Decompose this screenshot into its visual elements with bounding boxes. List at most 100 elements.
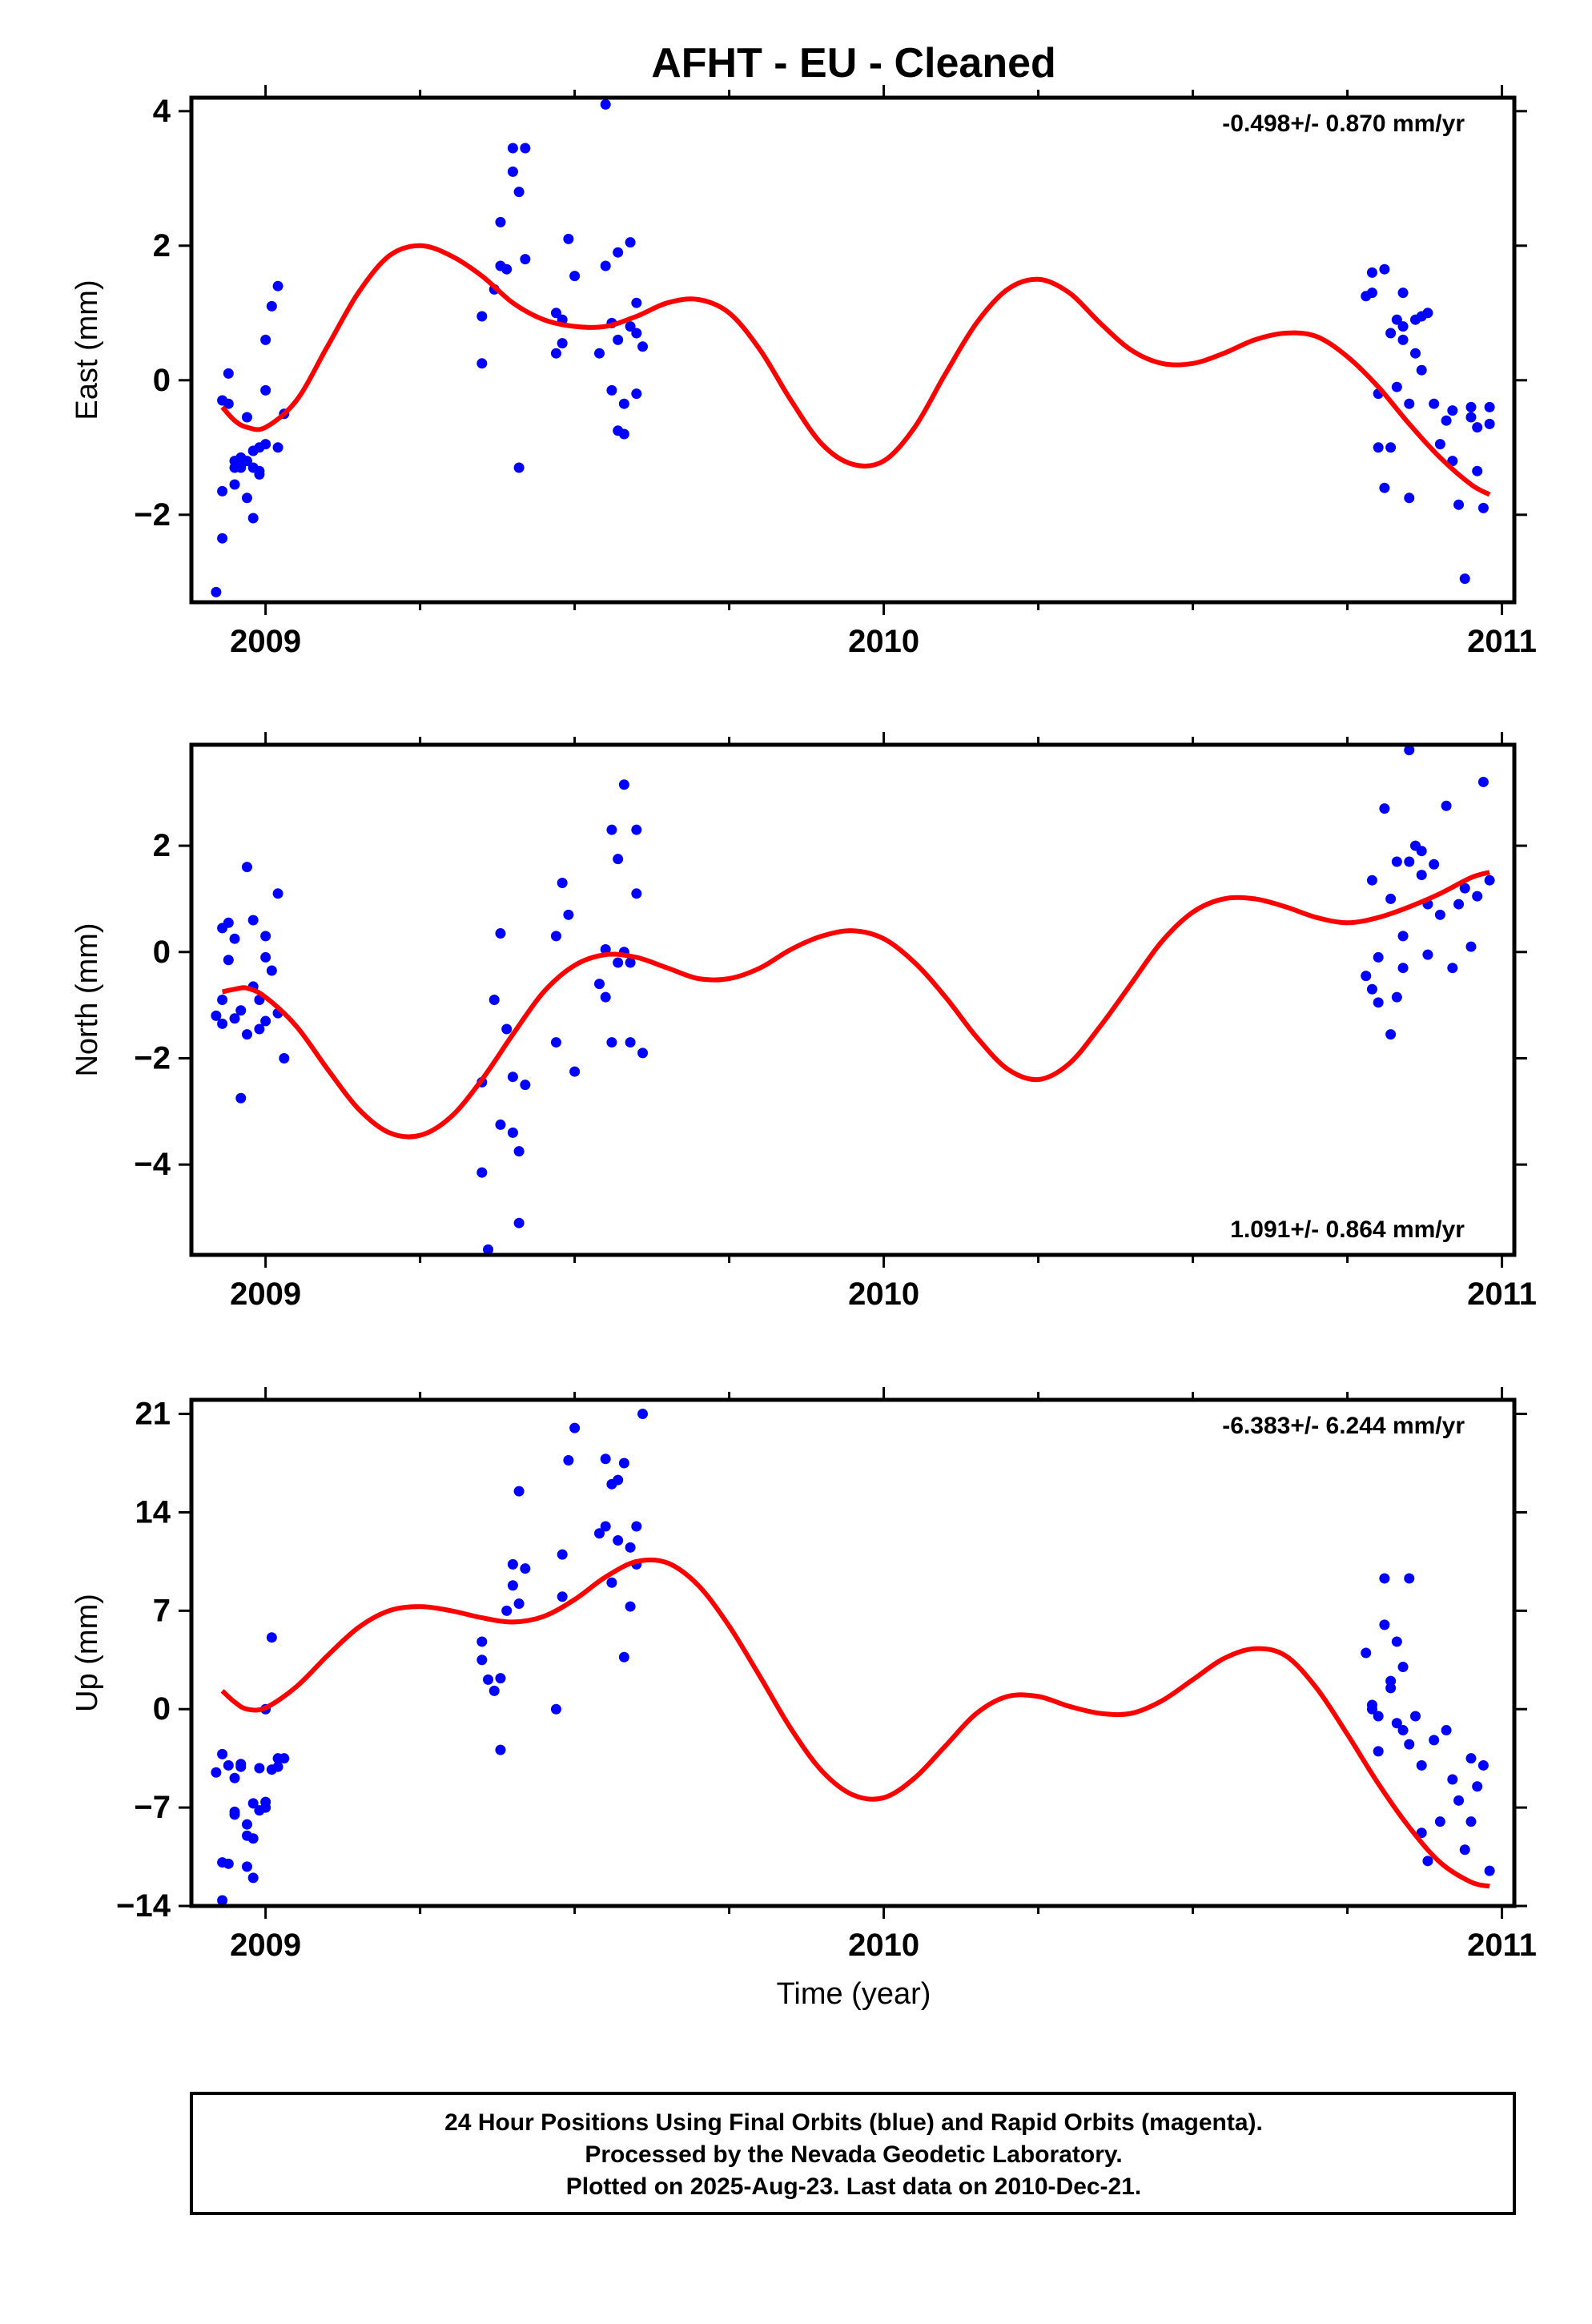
east-plot-frame <box>189 95 1517 605</box>
up-data-point <box>1484 1865 1495 1876</box>
up-data-point <box>1441 1725 1452 1736</box>
up-data-point <box>223 1858 234 1869</box>
north-data-point <box>631 888 642 899</box>
north-data-point <box>600 943 611 955</box>
north-data-point <box>1379 803 1390 814</box>
north-data-point <box>247 915 259 926</box>
east-data-point <box>1441 415 1452 426</box>
east-data-point <box>1484 401 1495 412</box>
north-data-point <box>1373 997 1384 1008</box>
up-data-point <box>266 1632 277 1643</box>
east-data-point <box>1416 364 1427 376</box>
east-data-point <box>241 493 252 504</box>
east-data-point <box>631 297 642 308</box>
up-data-point <box>476 1655 488 1666</box>
up-data-point <box>1404 1739 1415 1750</box>
east-data-point <box>476 358 488 369</box>
up-data-point <box>1361 1647 1372 1659</box>
north-data-point <box>272 888 283 899</box>
north-data-point <box>1366 875 1377 886</box>
up-data-point <box>235 1761 247 1772</box>
north-data-point <box>229 933 240 944</box>
north-fit-curve <box>221 870 1490 1140</box>
up-y-tick-label: 14 <box>135 1494 171 1530</box>
up-data-point <box>1404 1573 1415 1584</box>
north-data-point <box>625 957 636 968</box>
north-data-point <box>637 1047 649 1059</box>
north-rate-label: 1.091+/- 0.864 mm/yr <box>1230 1216 1465 1243</box>
up-rate-label: -6.383+/- 6.244 mm/yr <box>1222 1413 1465 1439</box>
north-data-point <box>223 955 234 966</box>
east-x-tick-label: 2010 <box>848 624 919 659</box>
north-data-point <box>600 991 611 1003</box>
north-y-tick-label: −4 <box>134 1147 171 1182</box>
east-data-point <box>1465 401 1477 412</box>
north-data-point <box>507 1127 518 1138</box>
east-rate-label: -0.498+/- 0.870 mm/yr <box>1222 111 1465 137</box>
east-data-point <box>1409 348 1421 359</box>
east-data-point <box>618 428 629 440</box>
east-data-point <box>625 321 636 332</box>
east-data-point <box>1447 456 1458 467</box>
east-data-point <box>631 388 642 400</box>
north-data-point <box>563 909 574 920</box>
east-data-point <box>1465 412 1477 423</box>
north-data-point <box>1361 971 1372 982</box>
up-data-point <box>217 1895 228 1906</box>
east-data-point <box>600 99 611 110</box>
east-y-tick-label: −2 <box>134 497 171 533</box>
east-data-point <box>254 468 265 480</box>
north-data-point <box>229 1013 240 1024</box>
up-data-point <box>229 1806 240 1817</box>
east-data-point <box>1434 439 1445 450</box>
east-data-point <box>260 334 271 345</box>
footer-line-1: 24 Hour Positions Using Final Orbits (bl… <box>444 2109 1263 2136</box>
up-data-point <box>241 1861 252 1872</box>
north-data-point <box>1397 963 1409 974</box>
north-data-point <box>569 1066 581 1077</box>
panel-up: 2009 2010 2011 −14 −7 0 7 14 21 Up (mm) -6.383+/- … <box>70 1387 1537 1963</box>
up-y-tick-label: −7 <box>134 1790 171 1825</box>
east-data-point <box>1366 267 1377 278</box>
north-data-point <box>260 951 271 963</box>
north-data-point <box>606 1037 617 1048</box>
up-data-point <box>211 1767 222 1778</box>
up-data-point <box>1416 1827 1427 1839</box>
north-y-tick-label: −2 <box>134 1040 171 1076</box>
north-data-point <box>260 1015 271 1027</box>
east-x-tick-label: 2011 <box>1467 624 1537 659</box>
north-data-point <box>266 965 277 976</box>
east-data-point <box>550 348 561 359</box>
up-data-point <box>501 1605 513 1616</box>
north-data-point <box>513 1217 525 1228</box>
up-y-tick-label: 21 <box>135 1397 171 1432</box>
north-data-point <box>613 854 624 865</box>
north-data-point <box>1397 931 1409 942</box>
east-data-point <box>1477 502 1489 513</box>
east-data-point <box>260 439 271 450</box>
chart-title: AFHT - EU - Cleaned <box>651 40 1056 86</box>
up-y-tick-label: 0 <box>153 1691 171 1727</box>
east-data-point <box>247 513 259 524</box>
up-data-point <box>476 1636 488 1647</box>
x-axis-label: Time (year) <box>777 1977 931 2011</box>
up-data-point <box>272 1761 283 1772</box>
east-data-point <box>272 280 283 292</box>
up-data-point <box>279 1753 290 1764</box>
north-data-point <box>1477 776 1489 787</box>
up-data-point <box>513 1598 525 1610</box>
up-data-point <box>1366 1699 1377 1711</box>
north-data-point <box>1422 949 1433 960</box>
east-data-point <box>1397 287 1409 299</box>
north-data-point <box>1373 951 1384 963</box>
up-data-point <box>1397 1725 1409 1736</box>
east-data-point <box>1447 405 1458 416</box>
north-data-point <box>550 931 561 942</box>
up-data-point <box>254 1763 265 1774</box>
north-data-point <box>507 1072 518 1083</box>
east-data-point <box>1379 482 1390 493</box>
north-data-point <box>613 957 624 968</box>
up-data-point <box>488 1685 500 1696</box>
east-data-point <box>1459 573 1470 585</box>
